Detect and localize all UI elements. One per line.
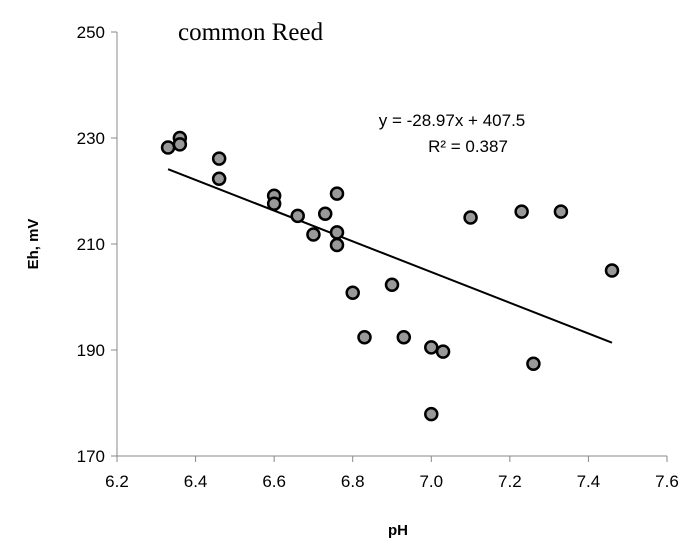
data-point xyxy=(160,140,176,155)
x-axis-ticks: 6.2 6.4 6.6 6.8 7.0 7.2 7.4 7.6 xyxy=(105,456,679,491)
data-point xyxy=(553,204,569,219)
chart-title: common Reed xyxy=(178,19,324,46)
y-tick-label: 190 xyxy=(77,341,105,360)
data-point xyxy=(172,137,188,152)
y-axis-ticks: 170 190 210 230 250 xyxy=(77,23,117,466)
data-point xyxy=(329,186,345,201)
data-point xyxy=(396,330,412,345)
data-point xyxy=(345,285,360,301)
x-tick-label: 6.4 xyxy=(184,472,208,491)
x-tick-label: 7.4 xyxy=(577,472,601,491)
data-point xyxy=(266,196,282,211)
data-point xyxy=(306,227,321,242)
x-tick-label: 7.6 xyxy=(655,472,679,491)
x-tick-label: 6.8 xyxy=(341,472,365,491)
x-tick-label: 6.6 xyxy=(262,472,286,491)
data-point xyxy=(329,225,345,240)
data-point xyxy=(604,263,620,278)
data-point xyxy=(317,206,333,222)
data-point xyxy=(424,340,439,355)
data-point xyxy=(290,208,305,224)
trendline-equation: y = -28.97x + 407.5 xyxy=(379,111,526,130)
data-point xyxy=(384,277,400,293)
data-point xyxy=(329,237,345,253)
y-tick-label: 230 xyxy=(77,129,105,148)
y-tick-label: 210 xyxy=(77,235,105,254)
data-point xyxy=(463,210,478,225)
data-point xyxy=(526,356,541,372)
x-axis-title: pH xyxy=(388,522,408,539)
data-point xyxy=(211,151,227,166)
y-axis-title: Eh, mV xyxy=(25,219,42,270)
y-tick-label: 170 xyxy=(77,447,105,466)
trendline xyxy=(167,168,613,344)
y-tick-label: 250 xyxy=(77,23,105,42)
data-point xyxy=(514,204,529,219)
data-point xyxy=(357,330,372,345)
data-point xyxy=(435,344,451,359)
trendline-r-squared: R² = 0.387 xyxy=(428,137,508,156)
data-points xyxy=(160,130,620,422)
x-tick-label: 7.2 xyxy=(498,472,522,491)
data-point xyxy=(424,406,439,422)
x-tick-label: 6.2 xyxy=(105,472,129,491)
data-point xyxy=(211,171,227,187)
x-tick-label: 7.0 xyxy=(419,472,443,491)
